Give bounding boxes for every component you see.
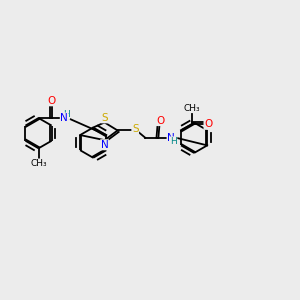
Text: N: N	[101, 140, 108, 150]
Text: O: O	[156, 116, 165, 126]
Text: S: S	[101, 113, 108, 123]
Text: N: N	[167, 133, 175, 143]
Text: N: N	[60, 113, 68, 123]
Text: H: H	[170, 137, 177, 146]
Text: CH₃: CH₃	[184, 103, 200, 112]
Text: S: S	[132, 124, 139, 134]
Text: H: H	[63, 110, 70, 119]
Text: O: O	[204, 119, 212, 129]
Text: CH₃: CH₃	[30, 159, 47, 168]
Text: O: O	[47, 96, 56, 106]
